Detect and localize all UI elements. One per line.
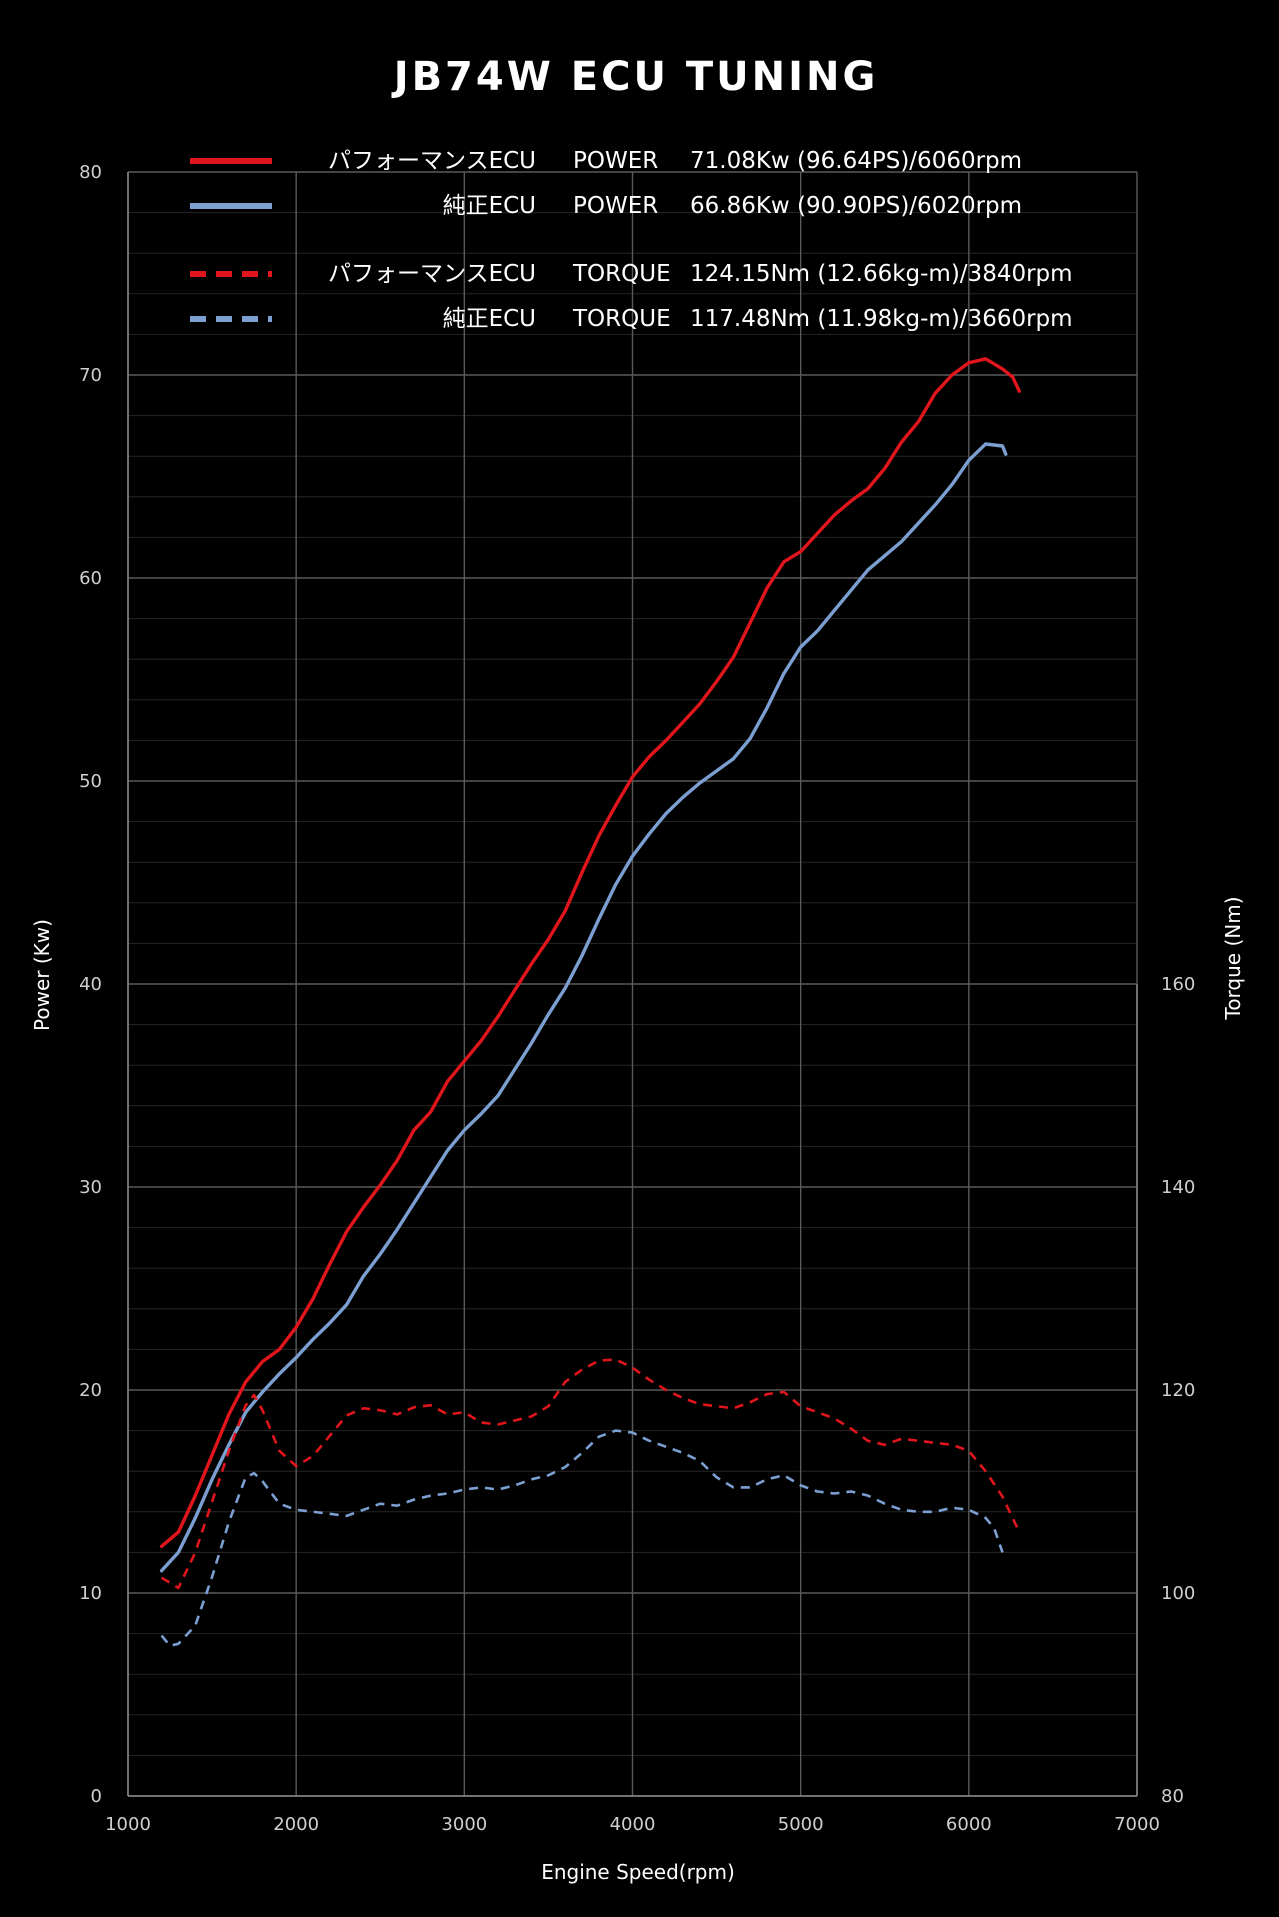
y-tick-labels: 0 10 20 30 40 50 60 70 80 (79, 162, 102, 1807)
x-tick-label: 5000 (778, 1814, 824, 1835)
legend-series-name: パフォーマンスECU (328, 261, 536, 287)
y-tick-label: 80 (79, 162, 102, 183)
y2-tick-label: 140 (1161, 1177, 1195, 1198)
y-tick-label: 50 (79, 771, 102, 792)
y2-axis-label: Torque (Nm) (1221, 896, 1245, 1020)
legend-metric: TORQUE (572, 261, 671, 287)
legend-series-name: 純正ECU (443, 306, 536, 332)
legend-value: 71.08Kw (96.64PS)/6060rpm (690, 148, 1022, 174)
y2-tick-labels: 80 100 120 140 160 (1161, 974, 1195, 1807)
legend-value: 124.15Nm (12.66kg-m)/3840rpm (690, 261, 1073, 287)
legend-series-name: パフォーマンスECU (328, 148, 536, 174)
y-tick-label: 0 (91, 1786, 102, 1807)
y2-tick-label: 120 (1161, 1380, 1195, 1401)
x-axis-label: Engine Speed(rpm) (541, 1860, 735, 1884)
chart-title: JB74W ECU TUNING (391, 54, 879, 100)
x-tick-label: 3000 (441, 1814, 487, 1835)
y2-tick-label: 100 (1161, 1583, 1195, 1604)
x-tick-label: 1000 (105, 1814, 151, 1835)
x-tick-labels: 1000 2000 3000 4000 5000 6000 7000 (105, 1814, 1160, 1835)
x-tick-label: 4000 (610, 1814, 656, 1835)
y-tick-label: 60 (79, 568, 102, 589)
y-axis-label: Power (Kw) (30, 919, 54, 1031)
legend-metric: POWER (573, 148, 658, 174)
series-line-stock-torque (160, 1429, 1004, 1648)
legend: パフォーマンスECU POWER 71.08Kw (96.64PS)/6060rpm… (190, 148, 1073, 332)
grid (127, 171, 1138, 1797)
y2-tick-label: 160 (1161, 974, 1195, 995)
series-line-stock-power (159, 442, 1008, 1573)
x-tick-label: 2000 (273, 1814, 319, 1835)
series-line-perf-torque (160, 1358, 1021, 1590)
x-tick-label: 6000 (946, 1814, 992, 1835)
legend-value: 66.86Kw (90.90PS)/6020rpm (690, 193, 1022, 219)
series-line-perf-power (159, 357, 1021, 1548)
y-tick-label: 40 (79, 974, 102, 995)
y2-tick-label: 80 (1161, 1786, 1184, 1807)
y-tick-label: 30 (79, 1177, 102, 1198)
y-tick-label: 20 (79, 1380, 102, 1401)
legend-series-name: 純正ECU (443, 193, 536, 219)
y-tick-label: 10 (79, 1583, 102, 1604)
legend-metric: POWER (573, 193, 658, 219)
y-tick-label: 70 (79, 365, 102, 386)
legend-metric: TORQUE (572, 306, 671, 332)
x-tick-label: 7000 (1114, 1814, 1160, 1835)
series-lines (159, 357, 1021, 1648)
axes (127, 172, 1138, 1797)
legend-value: 117.48Nm (11.98kg-m)/3660rpm (690, 306, 1073, 332)
